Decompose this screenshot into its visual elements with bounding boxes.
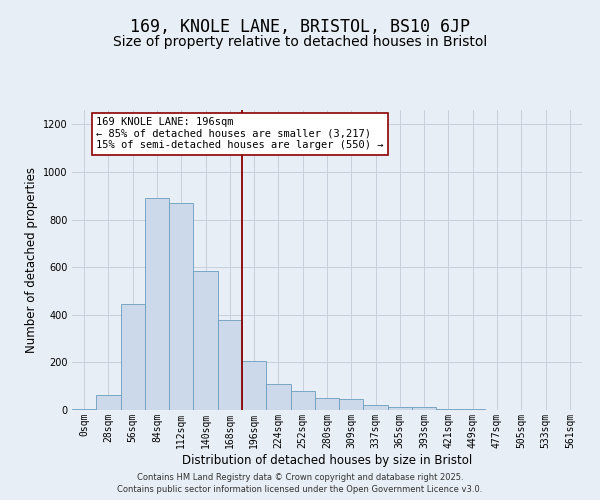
Bar — [242, 361, 266, 410]
Bar — [388, 407, 412, 410]
Bar — [145, 198, 169, 410]
Text: Contains public sector information licensed under the Open Government Licence v3: Contains public sector information licen… — [118, 485, 482, 494]
Bar — [412, 407, 436, 410]
Bar — [96, 394, 121, 410]
Bar — [121, 304, 145, 410]
Bar — [72, 409, 96, 410]
Y-axis label: Number of detached properties: Number of detached properties — [25, 167, 38, 353]
Bar — [218, 320, 242, 410]
Bar — [364, 405, 388, 410]
Text: Size of property relative to detached houses in Bristol: Size of property relative to detached ho… — [113, 35, 487, 49]
Text: 169, KNOLE LANE, BRISTOL, BS10 6JP: 169, KNOLE LANE, BRISTOL, BS10 6JP — [130, 18, 470, 36]
Bar — [315, 398, 339, 410]
Bar — [290, 391, 315, 410]
Bar — [266, 384, 290, 410]
X-axis label: Distribution of detached houses by size in Bristol: Distribution of detached houses by size … — [182, 454, 472, 466]
Bar — [436, 409, 461, 410]
Bar — [193, 270, 218, 410]
Text: Contains HM Land Registry data © Crown copyright and database right 2025.: Contains HM Land Registry data © Crown c… — [137, 474, 463, 482]
Text: 169 KNOLE LANE: 196sqm
← 85% of detached houses are smaller (3,217)
15% of semi-: 169 KNOLE LANE: 196sqm ← 85% of detached… — [96, 117, 384, 150]
Bar — [169, 203, 193, 410]
Bar — [339, 400, 364, 410]
